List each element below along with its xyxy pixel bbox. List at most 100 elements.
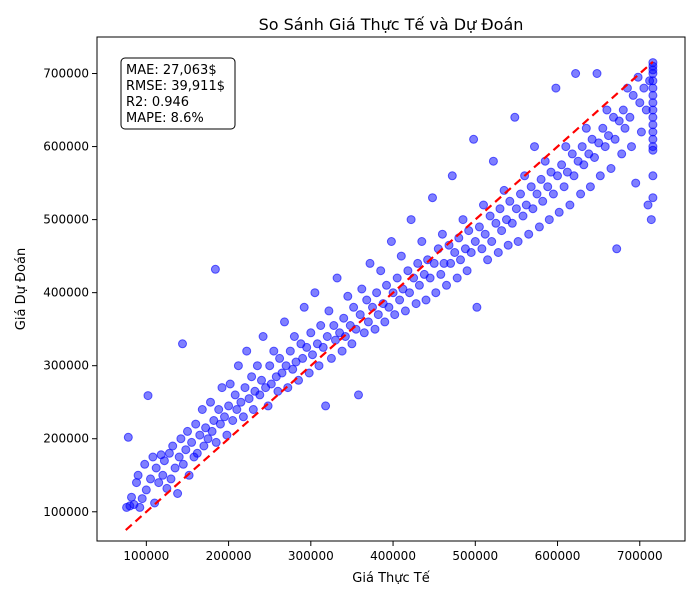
data-point bbox=[559, 182, 569, 192]
y-tick-label: 600000 bbox=[43, 140, 89, 154]
data-point bbox=[217, 383, 227, 393]
data-point bbox=[526, 182, 536, 192]
data-point bbox=[606, 164, 616, 173]
data-point bbox=[298, 353, 308, 363]
data-point bbox=[233, 361, 243, 371]
data-point bbox=[551, 83, 561, 93]
data-point bbox=[648, 76, 658, 86]
data-point bbox=[191, 419, 201, 429]
data-point bbox=[168, 441, 178, 451]
stats-box: MAE: 27,063$ RMSE: 39,911$ R2: 0.946 MAP… bbox=[120, 57, 236, 130]
data-point bbox=[553, 171, 562, 181]
data-point bbox=[146, 474, 155, 484]
data-point bbox=[452, 273, 462, 283]
data-point bbox=[614, 116, 624, 126]
y-tick-label: 300000 bbox=[43, 359, 89, 373]
data-point bbox=[215, 419, 225, 429]
data-point bbox=[479, 200, 488, 210]
data-point bbox=[466, 248, 476, 257]
data-point bbox=[581, 123, 591, 133]
data-point bbox=[347, 339, 357, 349]
data-point bbox=[437, 229, 447, 239]
data-point bbox=[442, 280, 451, 290]
data-point bbox=[635, 98, 645, 108]
data-point bbox=[538, 196, 548, 206]
data-point bbox=[390, 310, 400, 320]
data-point bbox=[431, 288, 441, 298]
data-point bbox=[214, 405, 224, 414]
data-point bbox=[269, 346, 279, 356]
data-point bbox=[487, 237, 497, 246]
data-point bbox=[595, 171, 605, 181]
data-point bbox=[370, 324, 380, 334]
data-point bbox=[222, 430, 232, 440]
y-tick-label: 700000 bbox=[43, 67, 89, 81]
data-point bbox=[548, 189, 558, 199]
data-point bbox=[195, 430, 205, 440]
stat-mape: MAPE: 8.6% bbox=[126, 111, 204, 126]
data-point bbox=[255, 390, 265, 400]
data-point bbox=[373, 310, 383, 320]
data-point bbox=[151, 463, 161, 473]
chart-title: So Sánh Giá Thực Tế và Dự Đoán bbox=[259, 15, 524, 34]
data-point bbox=[447, 171, 457, 181]
data-point bbox=[339, 313, 349, 323]
data-point bbox=[554, 207, 564, 217]
reference-line bbox=[125, 61, 654, 531]
data-point bbox=[413, 258, 423, 268]
data-point bbox=[534, 222, 544, 232]
data-point bbox=[257, 375, 266, 385]
plot-frame bbox=[96, 36, 686, 542]
data-point bbox=[343, 291, 353, 301]
data-point bbox=[178, 339, 187, 349]
data-point bbox=[252, 361, 262, 371]
data-point bbox=[532, 189, 542, 199]
stat-mae: MAE: 27,063$ bbox=[126, 63, 217, 78]
stat-r2: R2: 0.946 bbox=[126, 95, 189, 110]
data-point bbox=[332, 273, 342, 283]
data-point bbox=[612, 244, 622, 254]
data-point bbox=[428, 193, 437, 203]
data-point bbox=[643, 200, 653, 210]
data-point bbox=[123, 432, 133, 442]
data-point bbox=[318, 342, 328, 352]
data-point bbox=[248, 405, 258, 414]
data-point bbox=[590, 153, 599, 162]
data-point bbox=[618, 105, 628, 115]
data-point bbox=[561, 142, 571, 152]
data-point bbox=[636, 127, 646, 137]
data-point bbox=[543, 182, 553, 192]
data-point bbox=[326, 353, 336, 363]
data-point bbox=[648, 193, 658, 203]
data-point bbox=[316, 321, 326, 330]
data-point bbox=[544, 215, 554, 225]
data-point bbox=[405, 288, 414, 298]
data-point bbox=[184, 470, 194, 480]
data-point bbox=[627, 142, 636, 152]
data-point bbox=[403, 266, 413, 276]
data-point bbox=[308, 350, 317, 360]
data-point bbox=[576, 189, 586, 199]
data-point bbox=[567, 149, 577, 159]
data-point bbox=[513, 237, 523, 246]
data-point bbox=[183, 426, 192, 436]
data-point bbox=[322, 332, 332, 341]
data-point bbox=[557, 160, 567, 170]
data-point bbox=[357, 284, 367, 294]
data-point bbox=[206, 397, 215, 407]
data-point bbox=[240, 383, 250, 393]
data-point bbox=[174, 452, 184, 462]
y-axis: 100000 200000 300000 400000 500000 600000 7000… bbox=[43, 67, 97, 519]
data-point bbox=[199, 441, 209, 451]
x-tick-label: 200000 bbox=[206, 549, 252, 563]
data-point bbox=[495, 204, 505, 214]
data-point bbox=[192, 448, 202, 458]
data-point bbox=[242, 346, 252, 356]
data-point bbox=[148, 452, 158, 462]
data-point bbox=[421, 295, 431, 305]
data-point bbox=[444, 240, 454, 250]
data-point bbox=[228, 416, 238, 425]
data-point bbox=[602, 105, 612, 115]
data-point bbox=[400, 306, 410, 316]
